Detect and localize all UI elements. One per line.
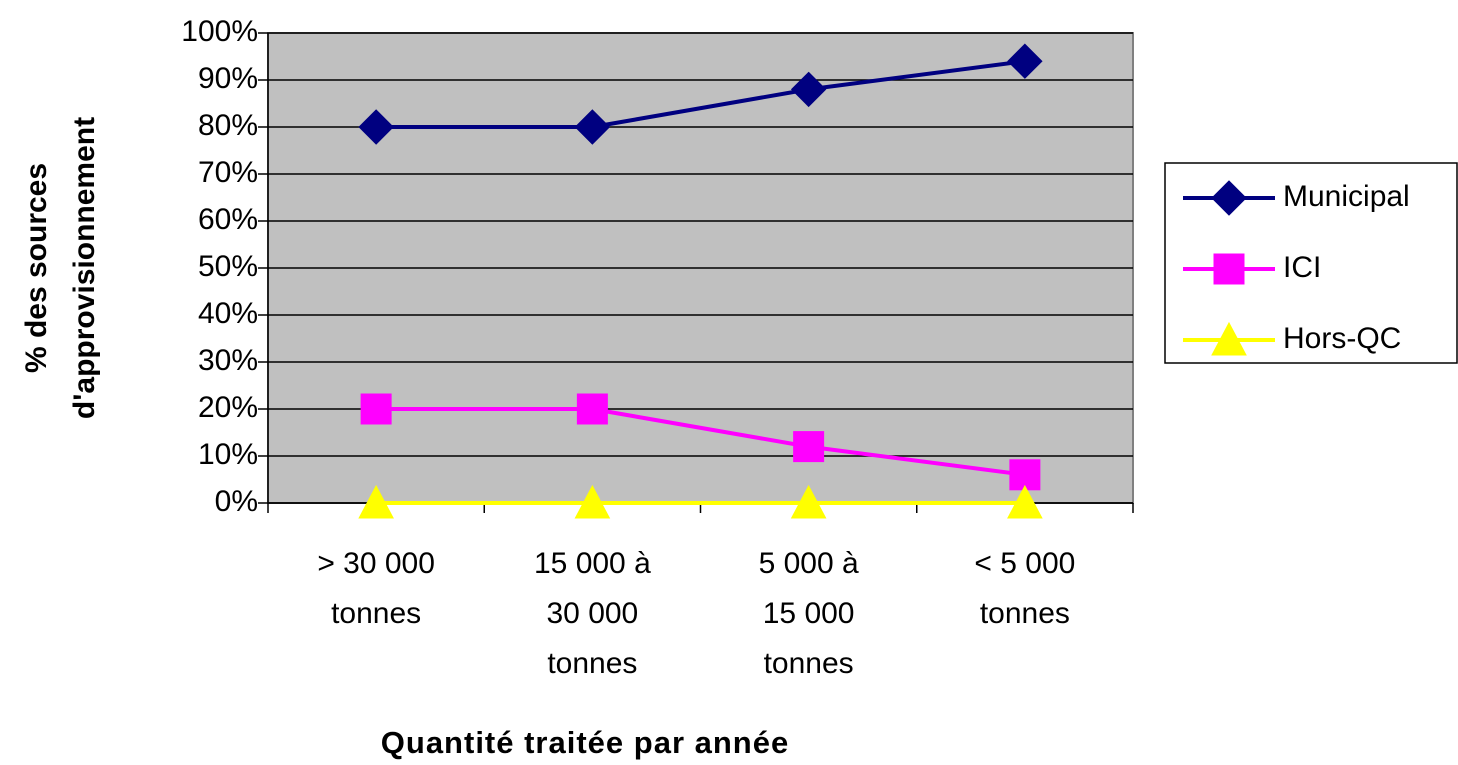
marker xyxy=(358,109,394,145)
marker xyxy=(574,484,611,519)
x-tick-label: < 5 000 xyxy=(974,547,1075,580)
marker xyxy=(790,71,827,108)
marker xyxy=(1213,253,1245,285)
series-line xyxy=(376,407,1026,477)
y-tick-label: 80% xyxy=(198,109,258,142)
y-tick-label: 40% xyxy=(198,297,258,330)
x-tick-label: tonnes xyxy=(331,597,421,630)
marker xyxy=(1009,459,1041,491)
y-tick-label: 60% xyxy=(198,203,258,236)
x-tick-label: tonnes xyxy=(547,647,637,680)
marker xyxy=(1211,321,1247,356)
y-axis-label: % des sources xyxy=(20,163,53,373)
x-tick-label: 30 000 xyxy=(546,597,638,630)
x-axis-label: Quantité traitée par année xyxy=(381,725,789,760)
y-tick-label: 70% xyxy=(198,156,258,189)
x-tick-label: 15 000 à xyxy=(534,547,651,580)
y-tick-label: 0% xyxy=(215,485,258,518)
marker xyxy=(360,393,392,425)
y-tick-label: 30% xyxy=(198,344,258,377)
marker xyxy=(358,484,394,519)
y-tick-label: 20% xyxy=(198,391,258,424)
marker xyxy=(576,393,608,425)
legend-label: ICI xyxy=(1283,251,1321,284)
marker xyxy=(1211,180,1247,216)
legend-label: Hors-QC xyxy=(1283,322,1401,355)
y-tick-label: 90% xyxy=(198,62,258,95)
marker xyxy=(790,484,827,519)
y-tick-label: 100% xyxy=(181,15,258,48)
x-tick-label: 15 000 xyxy=(763,597,855,630)
marker xyxy=(1007,43,1043,79)
y-axis-label: d'approvisionnement xyxy=(68,117,101,419)
x-tick-label: tonnes xyxy=(980,597,1070,630)
legend-label: Municipal xyxy=(1283,180,1410,213)
marker xyxy=(1007,484,1043,519)
x-tick-label: tonnes xyxy=(764,647,854,680)
x-tick-label: 5 000 à xyxy=(759,547,859,580)
y-tick-label: 10% xyxy=(198,438,258,471)
series-line xyxy=(376,59,1026,129)
marker xyxy=(574,109,611,145)
marker xyxy=(793,431,825,463)
x-tick-label: > 30 000 xyxy=(317,547,435,580)
y-tick-label: 50% xyxy=(198,250,258,283)
